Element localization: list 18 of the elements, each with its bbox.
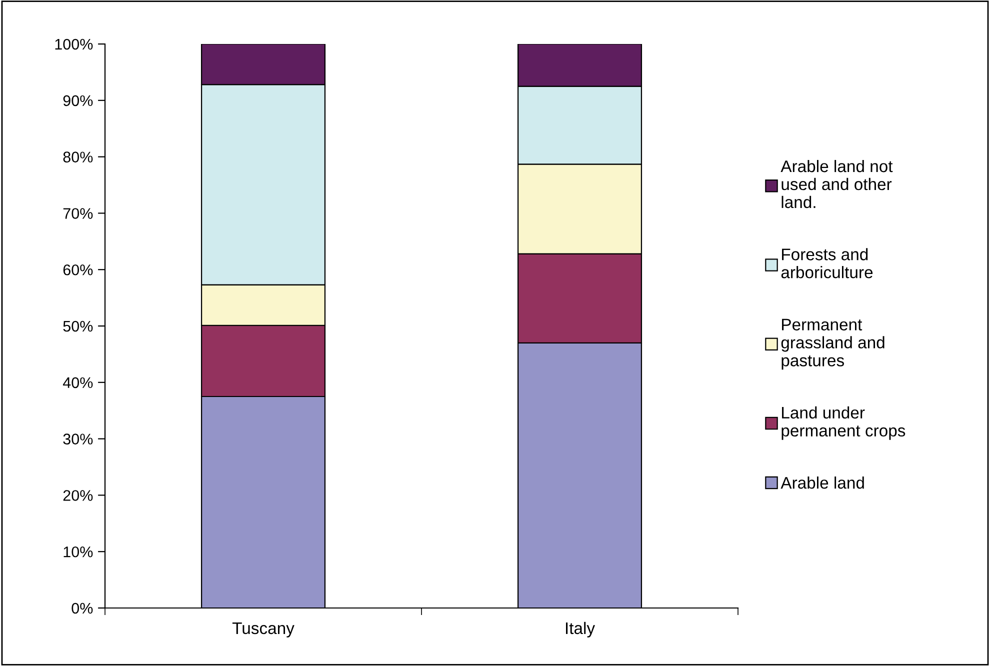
y-tick-label: 40%: [62, 377, 93, 388]
legend-label: Arable land: [780, 476, 864, 489]
x-tick-label: Italy: [566, 622, 596, 638]
legend-label: Arable land not used and other land.: [780, 160, 893, 208]
y-tick-label: 70%: [63, 208, 93, 219]
y-tick-label: 20%: [63, 490, 93, 501]
y-tick-label: 0%: [72, 602, 93, 614]
y-tick-label: 90%: [63, 95, 93, 106]
legend-label: Permanent grassland and pastures: [781, 318, 884, 370]
x-tick-label: Tuscany: [232, 622, 294, 638]
y-tick-label: 80%: [63, 152, 93, 162]
legend-label: Land under permanent crops: [782, 406, 906, 440]
legend-label: Forests and arboriculture: [781, 248, 873, 278]
y-tick-label: 60%: [63, 264, 93, 276]
y-tick-label: 100%: [55, 38, 93, 50]
y-tick-label: 30%: [63, 434, 93, 444]
y-tick-label: 10%: [64, 546, 93, 558]
y-tick-label: 50%: [63, 320, 93, 332]
